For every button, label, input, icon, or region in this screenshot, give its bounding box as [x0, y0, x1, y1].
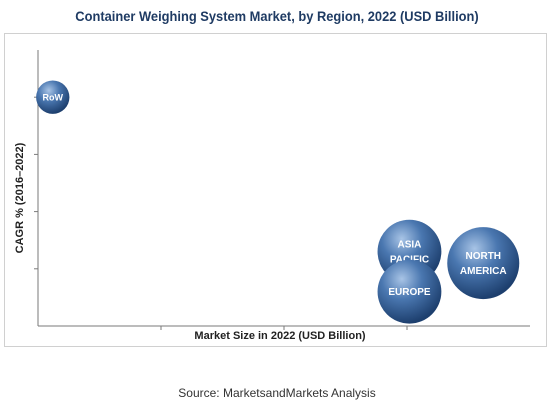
bubble-label: ASIA [398, 240, 422, 251]
x-axis-label: Market Size in 2022 (USD Billion) [194, 330, 366, 342]
bubble-europe [377, 259, 442, 324]
chart-bubbles: RoWASIAPACIFICNORTHAMERICAEUROPE [36, 80, 520, 324]
chart-title: Container Weighing System Market, by Reg… [75, 8, 479, 24]
y-axis-label: CAGR % (2016–2022) [14, 142, 26, 254]
chart-frame [4, 33, 547, 347]
bubble-row [36, 80, 70, 114]
bubble-label: EUROPE [388, 287, 431, 298]
bubble-label: NORTH [465, 251, 501, 262]
bubble-north-america [447, 227, 520, 300]
source-note: Source: MarketsandMarkets Analysis [178, 386, 376, 400]
bubble-label: AMERICA [460, 266, 507, 277]
bubble-label: RoW [43, 92, 64, 102]
chart-axes [34, 50, 530, 330]
